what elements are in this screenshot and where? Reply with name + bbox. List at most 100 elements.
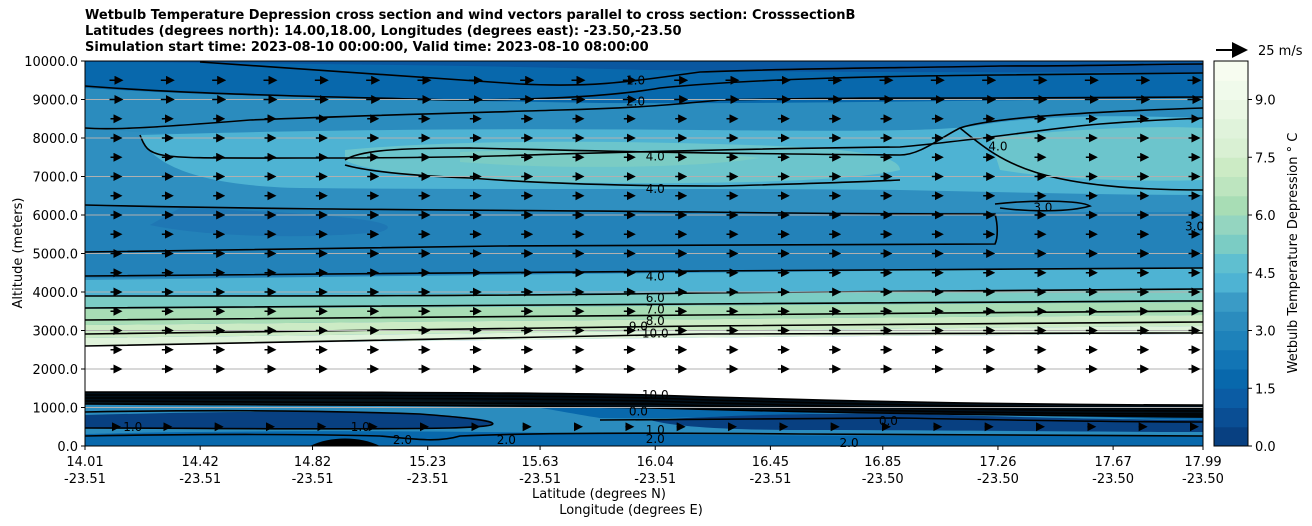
colorbar-segment [1214,369,1248,389]
band-top-darkest [85,61,1203,73]
wind-vectors [109,75,1202,432]
colorbar-segment [1214,61,1248,81]
contour-line-8 [85,310,1203,321]
band-inv-3 [85,302,1203,325]
colorbar-segment [1214,272,1248,293]
title-line-3: Simulation start time: 2023-08-10 00:00:… [85,40,649,55]
contour-line-4-upper [344,107,1203,161]
colorbar-segment [1214,426,1248,447]
x-tick-label-lat: 14.01 [66,455,103,470]
x-tick-label-lon: -23.50 [1092,472,1134,487]
x-tick-label-lon: -23.51 [292,472,334,487]
contour-line-low-2 [85,432,1203,441]
band-low-bump [310,438,380,446]
contour-label: 7.0 [646,302,665,316]
colorbar-segment [1214,234,1248,254]
contour-label: 3.0 [1185,220,1204,234]
y-tick-label: 9000.0 [33,94,79,109]
x-tick-label-lon: -23.51 [64,472,106,487]
x-tick-label-lat: 16.85 [864,455,901,470]
colorbar-segment [1214,138,1248,158]
contour-line-3-mid [85,204,999,253]
y-axis-label: Altitude (meters) [11,198,26,309]
x-tick-label-lon: -23.50 [1182,472,1224,487]
x-tick-label-lon: -23.50 [862,472,904,487]
colorbar-tick-label: 3.0 [1255,325,1276,340]
band-inv-1 [85,268,1203,296]
contour-label: 1.0 [123,420,142,434]
contour-line-2-lower [139,117,1203,159]
x-tick-label-lat: 16.04 [637,455,674,470]
colorbar-frame [1213,60,1249,447]
x-tick-label-lat: 14.42 [182,455,219,470]
contour-label: 4.0 [988,139,1007,153]
contour-line-4-right [959,127,1203,191]
colorbar-segment [1214,388,1248,408]
contour-label: 2.0 [626,94,645,108]
dense-contour-fill [85,392,1203,418]
contour-line-low-1b [599,417,1203,423]
colorbar-segment [1214,215,1248,235]
y-axis: 0.0 1000.0 2000.0 3000.0 4000.0 5000.0 6000.0 7… [24,55,85,455]
contour-label: 2.0 [646,432,665,446]
contour-line-1-upper [85,72,1203,101]
colorbar-segment [1214,157,1248,177]
band-upper-mid [85,88,1203,140]
y-tick-label: 1000.0 [33,402,79,417]
contour-label: 6.0 [646,291,665,305]
y-tick-label: 2000.0 [33,363,79,378]
contour-label: 8.0 [646,314,665,328]
colorbar-label: Wetbulb Temperature Depression ° C [1286,133,1301,374]
y-tick-label: 4000.0 [33,286,79,301]
contour-line-4-base [85,267,1203,277]
band-inv-2 [85,290,1203,309]
colorbar-tick-label: 6.0 [1255,209,1276,224]
colorbar-segment [1214,253,1248,274]
colorbar-segment [1214,407,1248,428]
band-low-darkest [85,411,493,429]
contour-label: 2.0 [840,436,859,450]
contour-labels: 1.02.04.04.04.03.03.04.06.07.08.09.010.0… [123,73,1204,450]
quiver-key-label: 25 m/s [1258,44,1303,59]
x-axis-label-lon: Longitude (degrees E) [559,503,703,518]
contour-label: 4.0 [646,149,665,163]
contour-line-low-1 [85,409,494,430]
title-line-1: Wetbulb Temperature Depression cross sec… [85,8,856,23]
colorbar-segment [1214,292,1248,312]
contour-label: 2.0 [393,433,412,447]
contour-label: 4.0 [646,270,665,284]
contour-line-3-loop [994,200,1092,212]
y-tick-label: 0.0 [57,440,78,455]
colorbar-segment [1214,195,1248,216]
colorbar-segment [1214,330,1248,351]
x-tick-label-lat: 17.99 [1184,455,1221,470]
colorbar-tick-label: 1.5 [1255,382,1276,397]
x-tick-label-lat: 17.67 [1095,455,1132,470]
x-tick-label-lon: -23.51 [407,472,449,487]
contour-line-2 [85,96,1203,130]
band-right-light [990,127,1203,181]
colorbar-tick-label: 4.5 [1255,267,1276,282]
colorbar-segment [1214,176,1248,197]
x-tick-label-lat: 15.63 [521,455,558,470]
y-tick-label: 6000.0 [33,209,79,224]
x-tick-label-lat: 14.82 [294,455,331,470]
colorbar-segment [1214,99,1248,120]
contour-label: 1.0 [626,73,645,87]
contour-label: 10.0 [642,327,669,341]
contour-label: 2.0 [497,433,516,447]
colorbar-tick-label: 0.0 [1255,440,1276,455]
colorbar-segment [1214,118,1248,139]
x-tick-label-lat: 16.45 [752,455,789,470]
x-axis-label-lat: Latitude (degrees N) [532,487,666,502]
y-tick-label: 3000.0 [33,325,79,340]
x-tick-label-lat: 15.23 [409,455,446,470]
contour-label: 9.0 [629,320,648,334]
contour-label: 1.0 [351,420,370,434]
colorbar: 0.0 1.5 3.0 4.5 6.0 7.5 9.0 [1213,60,1276,455]
x-tick-label-lon: -23.51 [519,472,561,487]
y-tick-label: 8000.0 [33,132,79,147]
contour-label: 1.0 [646,423,665,437]
x-tick-label-lon: -23.51 [749,472,791,487]
contour-label: 0.0 [879,414,898,428]
